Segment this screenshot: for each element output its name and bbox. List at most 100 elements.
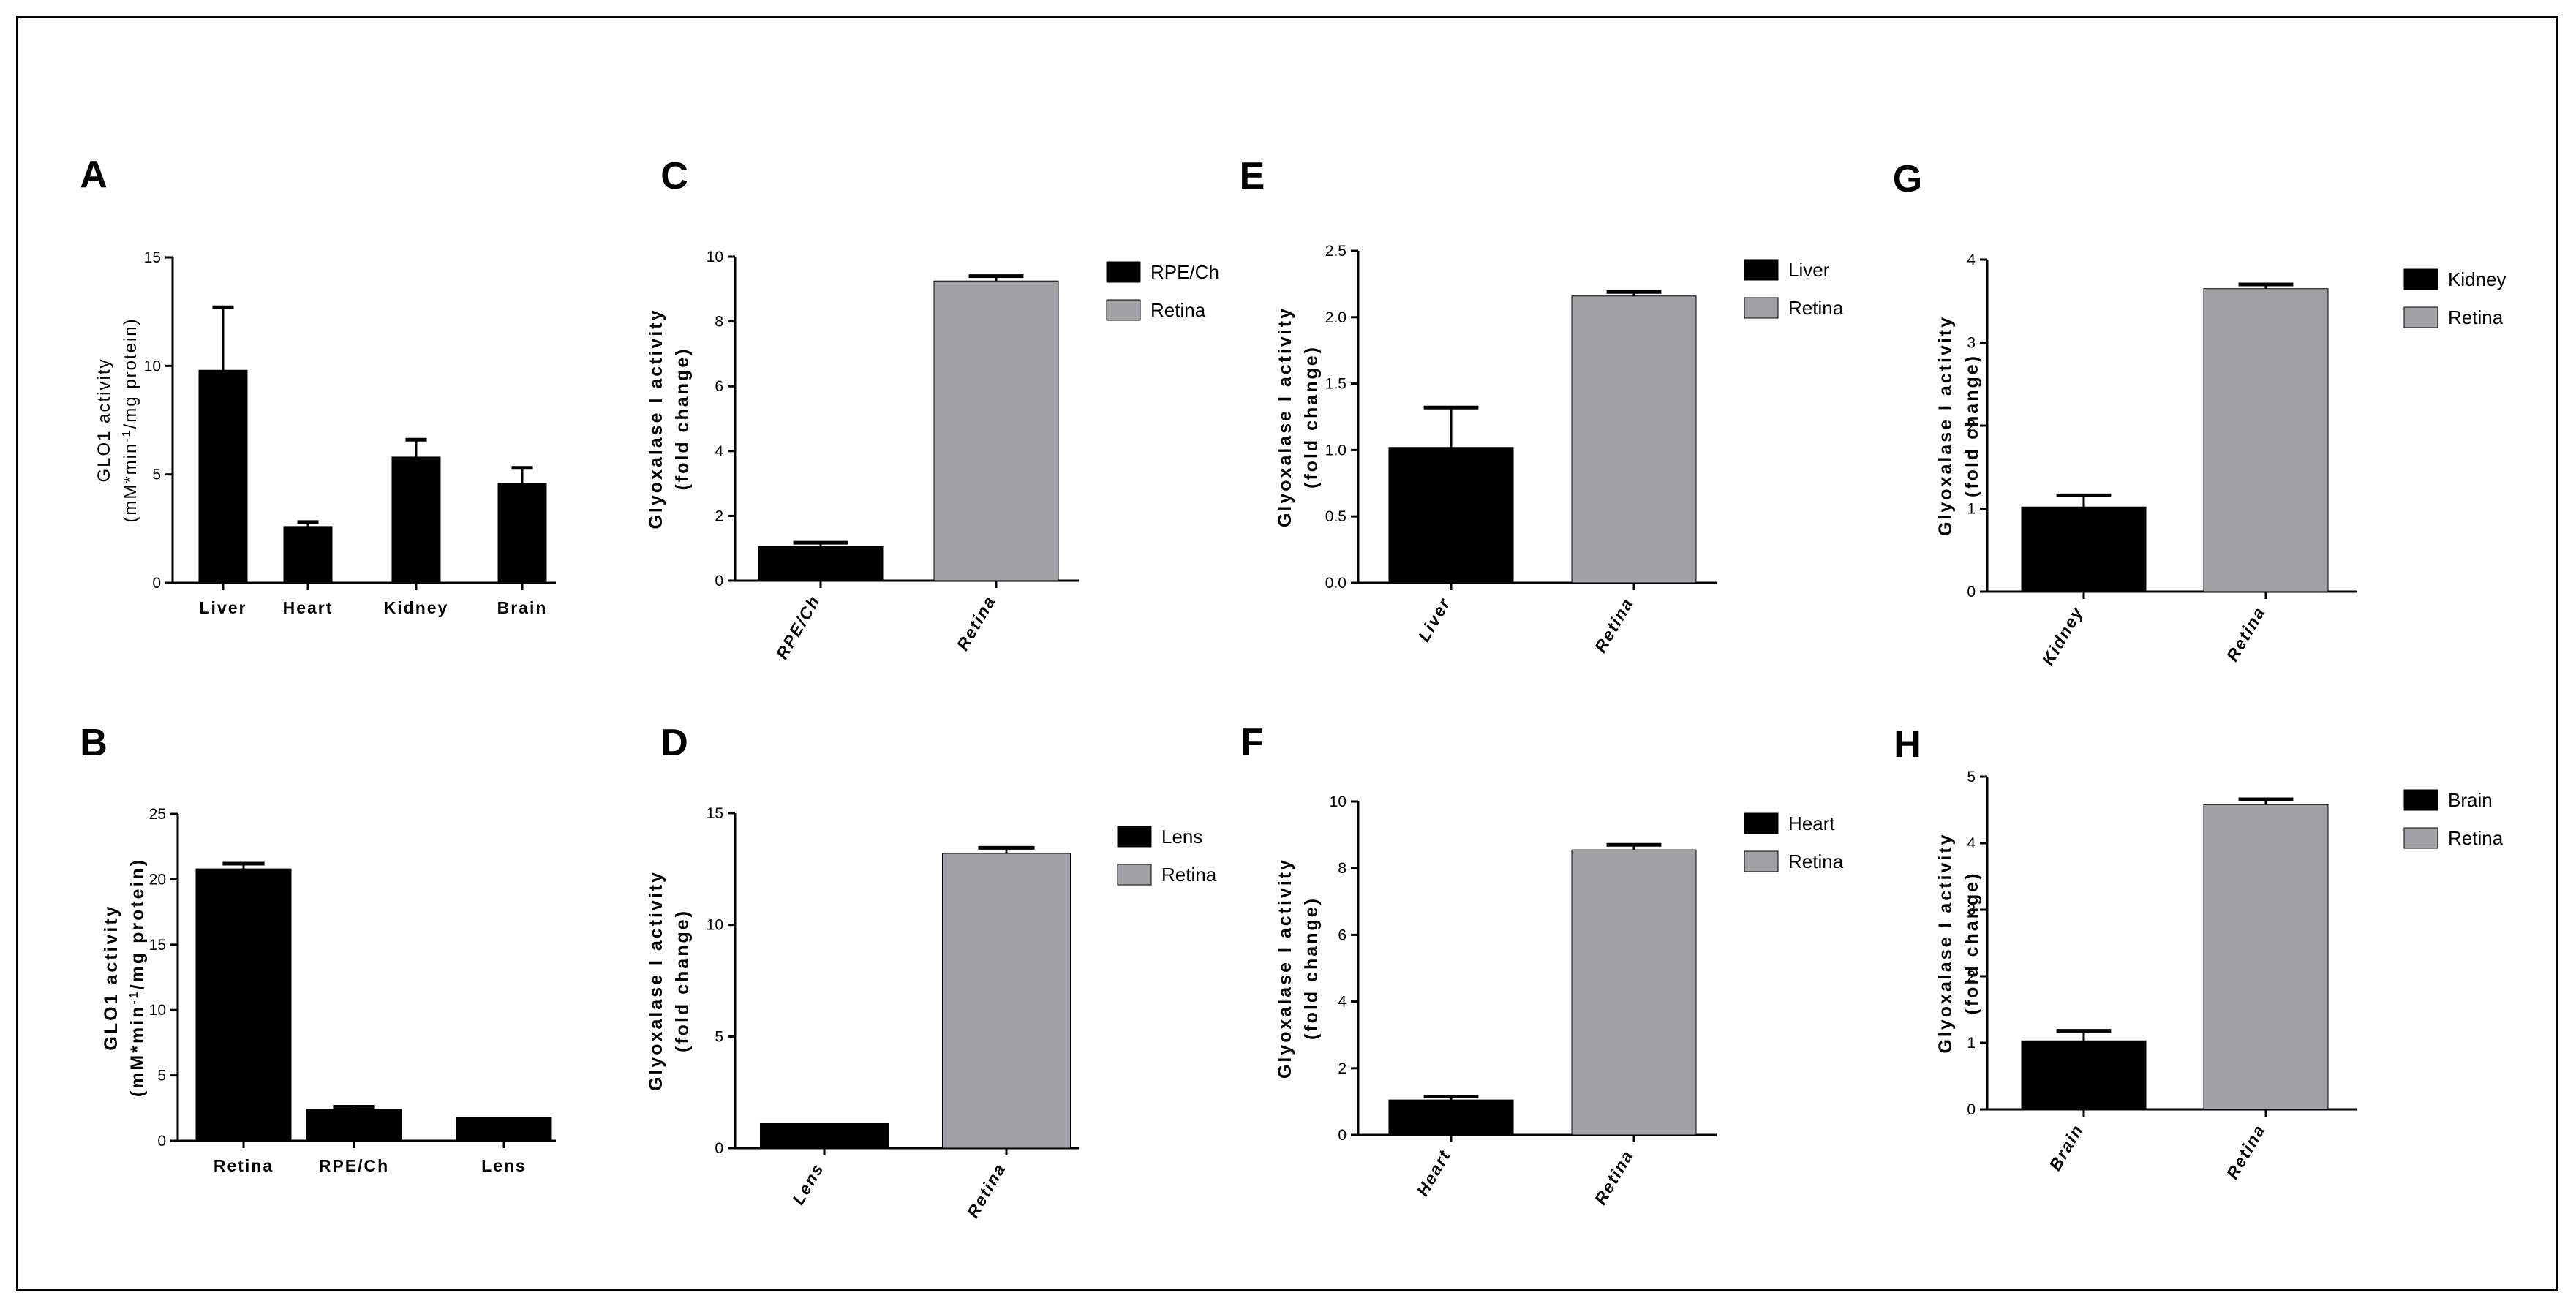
y-axis-label: (mM*min-1/mg protein) bbox=[121, 317, 141, 522]
x-tick-label: Kidney bbox=[2038, 603, 2087, 669]
legend-label: RPE/Ch bbox=[1150, 261, 1219, 283]
y-tick-label: 1.0 bbox=[1325, 442, 1347, 459]
y-tick-label: 6 bbox=[1338, 927, 1347, 943]
legend-swatch bbox=[2403, 306, 2438, 328]
legend-swatch bbox=[1744, 259, 1779, 281]
y-tick-label: 2 bbox=[1967, 418, 1976, 434]
chart-panel-d: D 0 5 10 15 Lens Retina Glyoxalase I activity (f… bbox=[646, 722, 1217, 1221]
x-tick-label: Retina bbox=[953, 592, 1000, 654]
y-axis-label: (fold change) bbox=[1301, 897, 1322, 1040]
bar bbox=[1388, 447, 1514, 584]
legend-label: Lens bbox=[1161, 826, 1202, 848]
y-tick-label: 2 bbox=[1338, 1060, 1347, 1077]
y-axis-label-superscript: -1 bbox=[128, 989, 140, 1004]
chart-panel-c: C 0 2 4 6 8 10 RPE/Ch Retina Glyoxalase I activit… bbox=[646, 155, 1219, 663]
legend-label: Heart bbox=[1788, 812, 1835, 834]
chart-panel-g: G 0 1 2 3 4 Kidney Retina Glyoxalase I activity (… bbox=[1893, 158, 2507, 668]
y-tick-label: 0.0 bbox=[1325, 575, 1347, 592]
chart-panel-b: B 0 5 10 15 20 25 Retina RPE/Ch Lens GLO1 activity… bbox=[80, 722, 556, 1175]
bar bbox=[2021, 1040, 2147, 1110]
y-tick-label: 0 bbox=[1338, 1127, 1347, 1144]
y-axis-label: (fold change) bbox=[1962, 872, 1982, 1015]
y-axis-label: GLO1 activity bbox=[94, 358, 114, 482]
legend-swatch bbox=[1106, 299, 1141, 321]
legend-label: Retina bbox=[2448, 306, 2504, 328]
y-axis-label-part: /mg protein) bbox=[121, 317, 140, 429]
x-tick-label: Lens bbox=[788, 1160, 827, 1208]
x-tick-label: Retina bbox=[2223, 1121, 2270, 1182]
legend-label: Retina bbox=[1161, 864, 1217, 886]
legend-swatch bbox=[2403, 827, 2438, 849]
bar bbox=[198, 369, 248, 584]
x-tick-label: Retina bbox=[214, 1156, 274, 1175]
x-tick-label: Brain bbox=[497, 598, 548, 617]
y-tick-label: 8 bbox=[1338, 860, 1347, 877]
panel-letter: A bbox=[80, 154, 108, 196]
y-tick-label: 1.5 bbox=[1325, 376, 1347, 393]
y-tick-label: 3 bbox=[1967, 902, 1976, 918]
y-axis-label-part: /mg protein) bbox=[127, 858, 148, 989]
bar bbox=[760, 1123, 889, 1149]
legend-swatch bbox=[2403, 268, 2438, 290]
panel-letter: B bbox=[80, 722, 108, 764]
y-tick-label: 5 bbox=[152, 467, 161, 483]
legend-label: Retina bbox=[1150, 299, 1206, 321]
y-axis-label: Glyoxalase I activity bbox=[646, 870, 666, 1091]
legend-label: Retina bbox=[2448, 827, 2504, 849]
bar bbox=[1571, 849, 1697, 1136]
y-tick-label: 10 bbox=[144, 358, 161, 374]
legend-label: Liver bbox=[1788, 259, 1830, 281]
legend-label: Retina bbox=[1788, 297, 1844, 319]
y-axis-label: (mM*min-1/mg protein) bbox=[127, 858, 148, 1097]
y-tick-label: 5 bbox=[715, 1028, 723, 1045]
legend-label: Retina bbox=[1788, 850, 1844, 872]
bar bbox=[497, 483, 547, 584]
chart-panel-h: H 0 1 2 3 4 5 Brain Retina Glyoxalase I activity (… bbox=[1894, 723, 2503, 1182]
y-axis-label-part: (mM*min bbox=[121, 442, 140, 523]
y-tick-label: 4 bbox=[715, 443, 723, 460]
y-axis-label: Glyoxalase I activity bbox=[1275, 306, 1295, 527]
y-axis-label: (fold change) bbox=[672, 347, 693, 491]
x-tick-label: Lens bbox=[481, 1156, 527, 1175]
chart-panel-a: A 0 5 10 15 Liver Heart Kidney Brain GLO1 activit… bbox=[80, 154, 556, 617]
bar bbox=[758, 546, 884, 581]
y-tick-label: 0 bbox=[1967, 1101, 1976, 1118]
y-axis-label: (fold change) bbox=[672, 909, 693, 1052]
y-tick-label: 0 bbox=[715, 1140, 723, 1157]
legend-swatch bbox=[1117, 826, 1152, 848]
x-tick-label: RPE/Ch bbox=[772, 592, 824, 663]
y-tick-label: 4 bbox=[1338, 994, 1347, 1011]
bar bbox=[1571, 295, 1697, 584]
x-tick-label: Heart bbox=[283, 598, 334, 617]
legend-swatch bbox=[2403, 789, 2438, 811]
chart-panel-e: E 0.0 0.5 1.0 1.5 2.0 2.5 Liver Retina Glyoxalase… bbox=[1240, 155, 1844, 656]
bar bbox=[391, 456, 441, 584]
y-axis-label: (fold change) bbox=[1301, 345, 1322, 488]
y-axis-label: Glyoxalase I activity bbox=[646, 308, 666, 529]
legend-swatch bbox=[1744, 812, 1779, 834]
legend-label: Kidney bbox=[2448, 268, 2507, 290]
y-tick-label: 10 bbox=[1330, 793, 1347, 810]
legend-swatch bbox=[1117, 864, 1152, 886]
x-tick-label: Brain bbox=[2045, 1121, 2087, 1174]
panel-letter: D bbox=[660, 722, 688, 764]
x-tick-label: Retina bbox=[963, 1160, 1010, 1221]
bar bbox=[283, 526, 333, 584]
y-tick-label: 2.0 bbox=[1325, 309, 1347, 326]
panel-letter: E bbox=[1240, 155, 1265, 197]
y-axis-label: Glyoxalase I activity bbox=[1275, 858, 1295, 1079]
x-tick-label: RPE/Ch bbox=[319, 1156, 389, 1175]
bar bbox=[195, 868, 292, 1142]
x-tick-label: Liver bbox=[1414, 595, 1454, 645]
y-tick-label: 20 bbox=[149, 871, 166, 888]
bar bbox=[2021, 506, 2147, 592]
legend-label: Brain bbox=[2448, 789, 2493, 811]
x-tick-label: Retina bbox=[1591, 1147, 1638, 1208]
y-tick-label: 6 bbox=[715, 378, 723, 395]
y-tick-label: 8 bbox=[715, 314, 723, 331]
y-tick-label: 5 bbox=[1967, 769, 1976, 785]
bar bbox=[306, 1109, 402, 1142]
y-tick-label: 2 bbox=[1967, 968, 1976, 985]
panel-letter: H bbox=[1894, 723, 1921, 766]
